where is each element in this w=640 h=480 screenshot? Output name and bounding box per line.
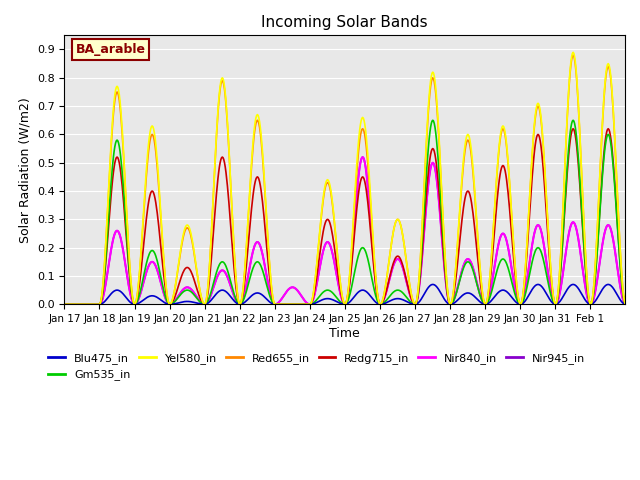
Nir945_in (435, 195, 442, 201)
Red655_in (621, 300, 629, 306)
Yel580_in (621, 300, 629, 306)
Nir945_in (278, 295, 286, 301)
Nir945_in (621, 301, 629, 307)
Line: Red655_in: Red655_in (65, 55, 625, 304)
Gm535_in (429, 118, 436, 123)
Yel580_in (126, 269, 134, 275)
Blu475_in (621, 301, 629, 307)
Redg715_in (126, 280, 134, 286)
Redg715_in (61, 301, 68, 307)
Yel580_in (257, 132, 265, 137)
Red655_in (569, 52, 577, 58)
Line: Nir840_in: Nir840_in (65, 157, 625, 304)
Yel580_in (278, 301, 286, 307)
Red655_in (257, 136, 265, 142)
Red655_in (403, 259, 410, 264)
Blu475_in (61, 301, 68, 307)
Nir840_in (621, 301, 629, 307)
Text: BA_arable: BA_arable (76, 43, 146, 56)
Red655_in (61, 301, 68, 307)
Y-axis label: Solar Radiation (W/m2): Solar Radiation (W/m2) (19, 97, 31, 243)
Gm535_in (257, 264, 265, 269)
Nir945_in (257, 246, 265, 252)
Redg715_in (257, 187, 265, 193)
Nir945_in (61, 301, 68, 307)
Red655_in (434, 119, 442, 125)
Yel580_in (403, 259, 410, 264)
Redg715_in (569, 126, 577, 132)
X-axis label: Time: Time (330, 327, 360, 340)
Redg715_in (229, 256, 237, 262)
Redg715_in (403, 277, 410, 283)
Line: Yel580_in: Yel580_in (65, 52, 625, 304)
Title: Incoming Solar Bands: Incoming Solar Bands (261, 15, 428, 30)
Nir840_in (229, 291, 237, 297)
Blu475_in (403, 299, 410, 304)
Nir945_in (359, 154, 367, 160)
Gm535_in (229, 288, 237, 294)
Blu475_in (278, 301, 286, 307)
Gm535_in (61, 301, 68, 307)
Gm535_in (435, 163, 442, 169)
Nir945_in (126, 290, 134, 296)
Redg715_in (278, 301, 286, 307)
Nir840_in (61, 301, 68, 307)
Nir840_in (403, 282, 411, 288)
Nir840_in (435, 195, 442, 201)
Nir945_in (403, 282, 411, 288)
Line: Gm535_in: Gm535_in (65, 120, 625, 304)
Legend: Blu475_in, Gm535_in, Yel580_in, Red655_in, Redg715_in, Nir840_in, Nir945_in: Blu475_in, Gm535_in, Yel580_in, Red655_i… (44, 348, 589, 385)
Nir840_in (257, 246, 265, 252)
Line: Blu475_in: Blu475_in (65, 285, 625, 304)
Nir945_in (229, 291, 237, 297)
Blu475_in (229, 297, 237, 303)
Nir840_in (278, 295, 286, 301)
Yel580_in (434, 115, 442, 120)
Line: Redg715_in: Redg715_in (65, 129, 625, 304)
Red655_in (126, 270, 134, 276)
Redg715_in (621, 300, 629, 306)
Gm535_in (278, 301, 286, 307)
Gm535_in (621, 300, 629, 306)
Blu475_in (429, 282, 436, 288)
Blu475_in (257, 291, 265, 297)
Yel580_in (229, 231, 237, 237)
Gm535_in (126, 277, 134, 283)
Blu475_in (126, 300, 134, 305)
Blu475_in (435, 287, 442, 292)
Nir840_in (126, 290, 134, 296)
Yel580_in (61, 301, 68, 307)
Line: Nir945_in: Nir945_in (65, 157, 625, 304)
Red655_in (278, 301, 286, 307)
Redg715_in (434, 176, 442, 182)
Gm535_in (403, 294, 410, 300)
Red655_in (229, 232, 237, 238)
Yel580_in (569, 49, 577, 55)
Nir840_in (359, 154, 367, 160)
